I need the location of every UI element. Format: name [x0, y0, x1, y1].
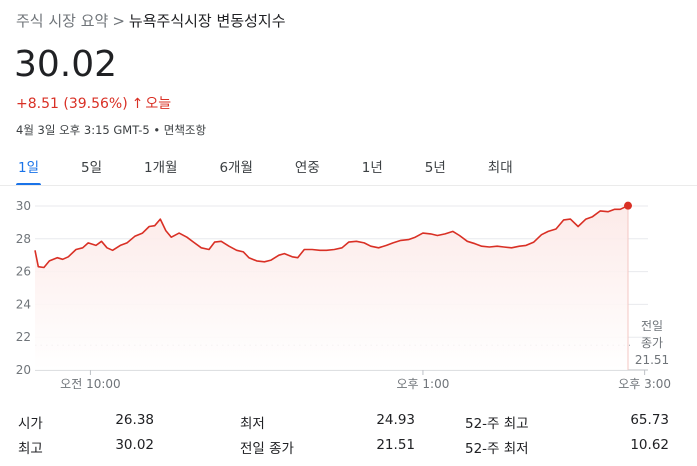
stat-value-52w-low: 10.62	[630, 437, 669, 453]
breadcrumb-separator: >	[112, 12, 125, 30]
y-tick-label: 28	[16, 232, 31, 246]
stats-row: 시가 26.38 최저 24.93 52-주 최고 65.73	[0, 412, 697, 434]
previous-close-label: 전일	[641, 319, 663, 333]
tab-1m[interactable]: 1개월	[144, 160, 178, 176]
quote-timestamp: 4월 3일 오후 3:15 GMT-5 • 면책조항	[16, 123, 207, 137]
stat-label-high: 최고	[18, 441, 43, 457]
tab-1y[interactable]: 1년	[361, 160, 383, 176]
price-area-fill	[35, 205, 628, 370]
breadcrumb-current: 뉴욕주식시장 변동성지수	[128, 12, 286, 30]
tab-5d[interactable]: 5일	[81, 160, 103, 176]
price-change: +8.51 (39.56%) ↑ 오늘	[16, 93, 171, 113]
stat-label-open: 시가	[18, 416, 43, 432]
current-price: 30.02	[14, 44, 118, 85]
stat-value-prev-close: 21.51	[376, 437, 415, 453]
tab-max[interactable]: 최대	[487, 160, 513, 176]
stat-label-52w-high: 52-주 최고	[465, 416, 529, 432]
breadcrumb: 주식 시장 요약 > 뉴욕주식시장 변동성지수	[16, 10, 286, 31]
x-tick-label: 오후 3:00	[618, 377, 671, 391]
stat-value-52w-high: 65.73	[630, 412, 669, 428]
y-tick-label: 30	[16, 199, 31, 213]
tab-5y[interactable]: 5년	[424, 160, 446, 176]
y-tick-label: 24	[16, 297, 31, 311]
price-change-value: +8.51 (39.56%)	[16, 96, 128, 112]
tab-6m[interactable]: 6개월	[219, 160, 253, 176]
x-tick-label: 오전 10:00	[60, 377, 120, 391]
tab-ytd[interactable]: 연중	[294, 160, 320, 176]
x-tick-label: 오후 1:00	[397, 377, 450, 391]
price-series-line	[34, 204, 629, 269]
stat-value-low: 24.93	[376, 412, 415, 428]
breadcrumb-parent-link[interactable]: 주식 시장 요약	[16, 12, 109, 30]
tabs-divider	[0, 185, 697, 186]
stat-label-52w-low: 52-주 최저	[465, 441, 529, 457]
y-tick-label: 26	[16, 265, 31, 279]
stat-value-open: 26.38	[115, 412, 154, 428]
last-price-dot	[624, 201, 632, 210]
y-tick-label: 22	[16, 330, 31, 344]
stats-row: 최고 30.02 전일 종가 21.51 52-주 최저 10.62	[0, 437, 697, 459]
stat-value-high: 30.02	[115, 437, 154, 453]
arrow-up-icon: ↑	[131, 96, 144, 112]
previous-close-value: 21.51	[635, 353, 669, 367]
previous-close-label: 종가	[641, 336, 663, 350]
stat-label-low: 최저	[240, 416, 265, 432]
tab-1d[interactable]: 1일	[8, 158, 49, 186]
range-tabs: 1일 5일 1개월 6개월 연중 1년 5년 최대	[8, 158, 523, 186]
change-period: 오늘	[145, 96, 172, 112]
stat-label-prev-close: 전일 종가	[240, 441, 294, 457]
y-tick-label: 20	[16, 363, 31, 377]
